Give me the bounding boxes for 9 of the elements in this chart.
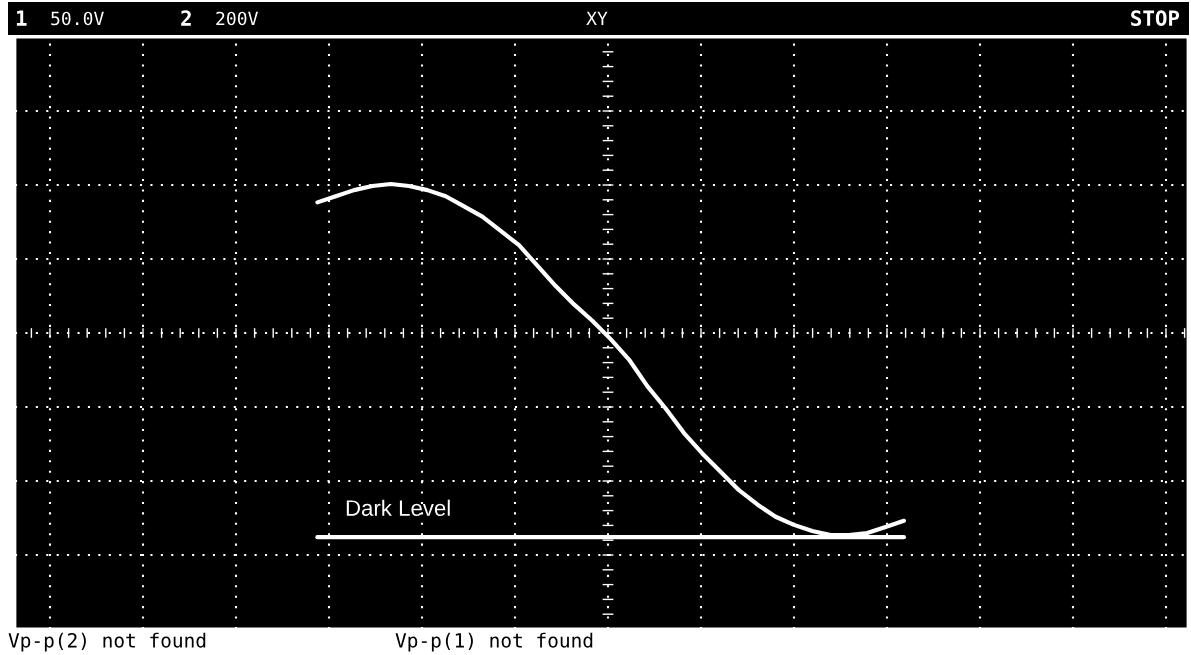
text: 1 [16, 10, 27, 26]
text: 200V [216, 11, 258, 26]
text: Vp-p(1) not found [395, 632, 593, 652]
text: Vp-p(2) not found [8, 632, 206, 652]
text: 50.0V [51, 11, 104, 26]
text: 2 [181, 10, 191, 26]
text: STOP [1131, 10, 1180, 27]
annotation: Dark Level [346, 499, 450, 516]
text: XY [586, 11, 608, 26]
